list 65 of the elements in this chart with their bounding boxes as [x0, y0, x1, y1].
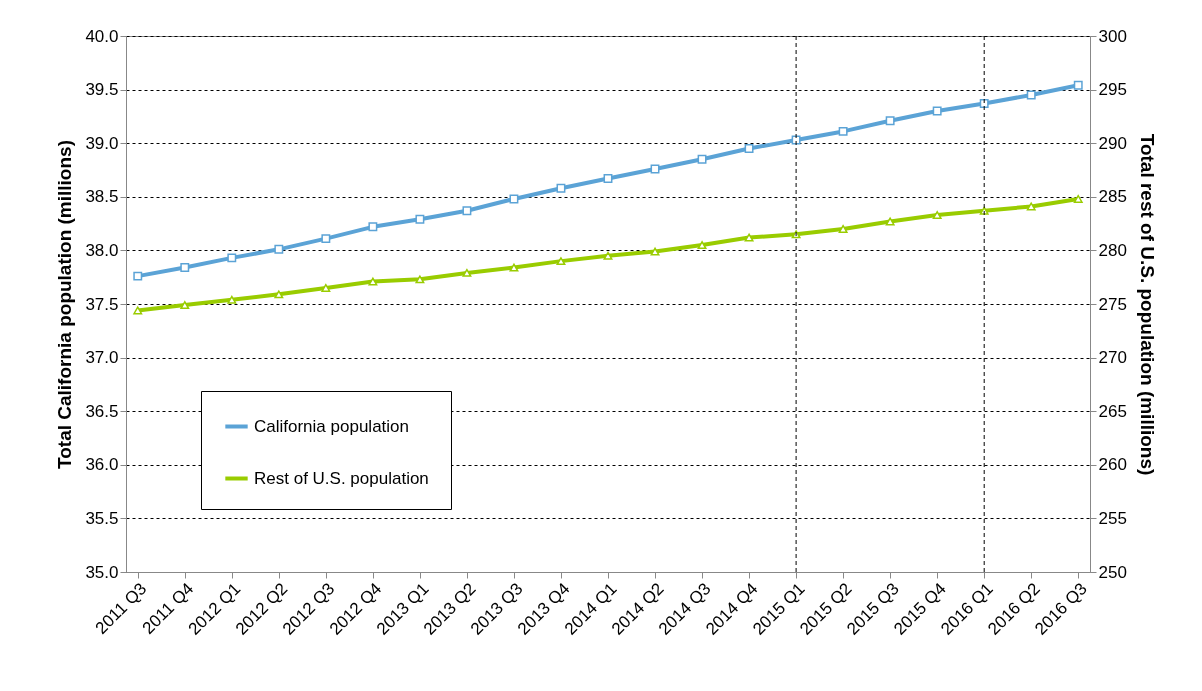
point — [603, 251, 613, 260]
point — [321, 283, 331, 292]
y2-tick-label: 265 — [1098, 401, 1127, 421]
point — [932, 211, 942, 219]
point — [180, 263, 190, 273]
y-tick-label: 36.5 — [85, 401, 119, 421]
legend-label: Rest of U.S. population — [254, 468, 429, 488]
y2-tick-label: 270 — [1098, 348, 1127, 368]
point — [368, 277, 378, 286]
point — [650, 164, 660, 174]
point — [133, 271, 143, 281]
point — [979, 99, 989, 108]
y-tick-label: 37.5 — [85, 294, 119, 314]
y-tick-label: 39.5 — [85, 80, 119, 100]
point — [274, 290, 284, 299]
y-tick-label: 35.0 — [85, 562, 119, 582]
point — [885, 217, 895, 226]
point — [274, 244, 284, 254]
point — [227, 253, 237, 263]
point — [556, 183, 566, 193]
point — [462, 206, 472, 216]
point — [227, 295, 237, 304]
y2-tick-label: 285 — [1098, 187, 1127, 207]
point — [1026, 90, 1036, 100]
point — [744, 144, 754, 154]
y-tick-label: 35.5 — [85, 508, 119, 528]
y2-tick-label: 255 — [1098, 508, 1127, 528]
y2-tick-label: 295 — [1098, 80, 1127, 100]
y-tick-label: 38.5 — [85, 187, 119, 207]
point — [509, 194, 519, 204]
legend-label: California population — [254, 416, 409, 436]
y-tick-label: 36.0 — [85, 455, 119, 475]
point — [415, 214, 425, 224]
y2-axis-title: Total rest of U.S. population (millions) — [1136, 133, 1158, 476]
point — [462, 268, 472, 277]
point — [133, 306, 143, 315]
point — [603, 174, 613, 184]
y2-tick-label: 290 — [1098, 133, 1127, 153]
point — [1026, 202, 1036, 211]
point — [697, 241, 707, 249]
point — [744, 233, 754, 242]
y-axis-title: Total California population (millions) — [54, 140, 76, 469]
point — [509, 263, 519, 272]
y-tick-label: 38.0 — [85, 240, 119, 260]
y2-tick-label: 250 — [1098, 562, 1127, 582]
point — [838, 225, 848, 233]
point — [368, 222, 378, 232]
y2-tick-label: 275 — [1098, 294, 1127, 314]
point — [1073, 80, 1083, 90]
point — [932, 106, 942, 116]
y-tick-label: 37.0 — [85, 348, 119, 368]
point — [180, 301, 190, 310]
y2-tick-label: 300 — [1098, 26, 1127, 46]
point — [321, 234, 331, 244]
point — [650, 247, 660, 256]
y2-tick-label: 260 — [1098, 455, 1127, 475]
point — [556, 257, 566, 266]
point — [697, 154, 707, 164]
y-tick-label: 39.0 — [85, 133, 119, 153]
y-tick-label: 40.0 — [85, 26, 119, 46]
point — [885, 116, 895, 126]
y2-tick-label: 280 — [1098, 240, 1127, 260]
point — [1073, 194, 1083, 203]
point — [838, 126, 848, 136]
point — [415, 275, 425, 284]
